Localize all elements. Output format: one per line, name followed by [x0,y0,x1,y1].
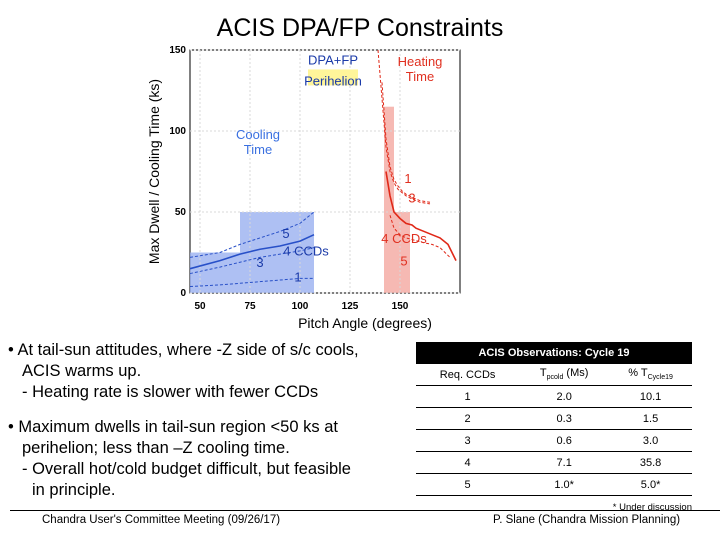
col-header: Tpcold (Ms) [519,364,610,386]
table-body: Req. CCDs Tpcold (Ms) % TCycle19 1 2.0 1… [416,364,692,496]
table-title: ACIS Observations: Cycle 19 [416,342,692,364]
y-tick-label: 0 [180,288,186,299]
y-tick-label: 150 [169,45,186,56]
col-header-main: % T [628,367,648,380]
annotations: DPA+FP Perihelion Cooling Time Heating Time 4 … [236,53,442,285]
dpa-fp-label: DPA+FP [308,53,358,68]
table-cell: 2.0 [556,390,572,403]
table-row: 1 2.0 10.1 [416,386,692,408]
col-header: Req. CCDs [416,364,520,386]
y-tick-label: 50 [175,207,187,218]
bullet-2-line: - Overall hot/cold budget difficult, but… [22,460,351,478]
cool-region [240,212,314,293]
table-footnote: * Under discussion [612,502,692,513]
table-cell: 3.0 [642,434,659,447]
table-row: 3 0.6 3.0 [416,430,692,452]
heating-line-1 [377,49,431,205]
table-cell: 7.1 [556,456,572,469]
table-cell: 10.1 [639,390,662,403]
footer-author: P. Slane (Chandra Mission Planning) [493,514,681,526]
x-tick-label: 150 [392,301,409,312]
heating-line-4 [385,171,457,261]
perihelion-label: Perihelion [304,74,362,89]
cooling-line-3 [189,247,315,275]
gridlines [190,49,460,294]
blue-ccd-label: 4 CCDs [283,244,329,259]
table-cell: 1.0* [554,478,574,491]
x-tick-label: 50 [194,301,206,312]
table-cell: 4 [464,456,471,469]
x-tick-label: 125 [342,301,359,312]
cooling-time-label: Cooling Time [236,127,280,157]
red-ccd-label: 4 CCDs [381,231,427,246]
x-tick-label: 100 [292,301,309,312]
table-header-row: Req. CCDs Tpcold (Ms) % TCycle19 [416,364,692,386]
y-axis-label: Max Dwell / Cooling Time (ks) [146,79,162,264]
heating-line-5 [389,215,451,258]
cooling-line-4 [189,233,315,270]
observations-table: ACIS Observations: Cycle 19 Req. CCDs Tp… [416,342,692,513]
bullet-2-line: • Maximum dwells in tail-sun region <50 … [8,418,338,436]
blue-3-label: 3 [256,255,263,270]
bullet-1: • At tail-sun attitudes, where -Z side o… [8,340,408,403]
bullet-2: • Maximum dwells in tail-sun region <50 … [8,417,408,501]
heating-time-label: Heating Time [398,54,443,84]
heating-line-3 [381,82,431,203]
heat-region [394,212,410,293]
cooling-line-5 [189,211,315,258]
col-header-sub: Cycle19 [647,374,673,382]
red-1-label: 1 [404,171,411,186]
col-header-main: T [539,367,547,380]
page-title: ACIS DPA/FP Constraints [216,14,504,42]
bullet-2-line: perihelion; less than –Z cooling time. [22,439,290,457]
cool-region [190,252,240,293]
blue-5-label: 5 [282,226,289,241]
table-cell: 1.5 [642,412,659,425]
col-header: % TCycle19 [609,364,692,386]
table-cell: 0.6 [556,434,572,447]
bullet-1-line: • At tail-sun attitudes, where -Z side o… [8,341,359,359]
table-row: 5 1.0* 5.0* [416,474,692,496]
shaded-regions [190,106,410,293]
table-cell: 5.0* [640,478,661,491]
footer-meeting: Chandra User's Committee Meeting (09/26/… [42,514,281,526]
table-cell: 5 [464,478,471,491]
series-lines [189,49,457,288]
cooling-line-1 [189,277,314,288]
y-tick-label: 100 [169,126,186,137]
table-cell: 0.3 [556,412,572,425]
perihelion-highlight [308,69,358,86]
bullet-1-line: - Heating rate is slower with fewer CCDs [22,383,319,401]
blue-1-label: 1 [294,270,301,285]
dwell-chart: 50 75 100 125 150 0 50 100 150 DPA+FP Perihelion C… [146,45,461,331]
bullet-2-line: in principle. [32,481,116,499]
red-3-label: 3 [408,190,415,205]
red-5-label: 5 [400,253,407,268]
table-cell: 2 [464,412,471,425]
table-cell: 3 [464,434,471,447]
table-cell: 1 [464,390,471,403]
col-header-unit: (Ms) [563,367,589,380]
bullet-list: • At tail-sun attitudes, where -Z side o… [8,340,408,515]
tick-labels: 50 75 100 125 150 0 50 100 150 [169,45,408,312]
bullet-1-line: ACIS warms up. [22,362,142,380]
col-header-sub: pcold [546,374,564,382]
x-tick-label: 75 [244,301,256,312]
table-row: 4 7.1 35.8 [416,452,692,474]
table-cell: 35.8 [639,456,662,469]
heat-region [384,106,394,293]
footer-divider [10,510,720,511]
x-axis-label: Pitch Angle (degrees) [298,315,432,331]
table-row: 2 0.3 1.5 [416,408,692,430]
